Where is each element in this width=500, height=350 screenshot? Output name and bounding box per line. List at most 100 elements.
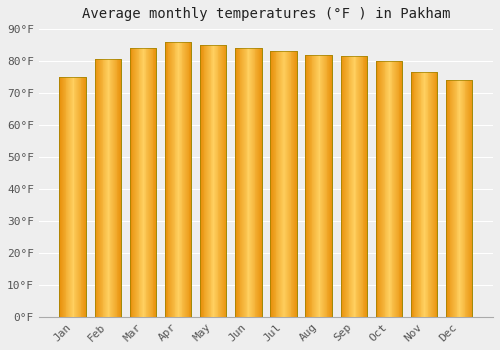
Bar (63, 77, 64, 317)
Bar (326, 55, 328, 317)
Bar (62, 77, 63, 317)
Bar (344, 56, 345, 317)
Bar (201, 45, 202, 317)
Bar (383, 61, 384, 317)
Bar (288, 51, 289, 317)
Bar (236, 48, 237, 317)
Bar (151, 48, 152, 317)
Bar (165, 42, 191, 317)
Bar (340, 56, 367, 317)
Bar (287, 51, 288, 317)
Bar (148, 48, 149, 317)
Bar (309, 55, 310, 317)
Bar (209, 45, 210, 317)
Bar (384, 61, 386, 317)
Bar (452, 80, 453, 317)
Bar (149, 48, 150, 317)
Bar (99, 60, 100, 317)
Bar (248, 48, 249, 317)
Bar (317, 55, 318, 317)
Bar (132, 48, 134, 317)
Bar (430, 72, 431, 317)
Bar (256, 48, 257, 317)
Bar (250, 48, 251, 317)
Bar (112, 60, 113, 317)
Bar (340, 56, 342, 317)
Bar (411, 72, 438, 317)
Bar (447, 80, 448, 317)
Bar (179, 42, 180, 317)
Bar (314, 55, 315, 317)
Bar (84, 77, 85, 317)
Bar (154, 48, 155, 317)
Bar (270, 51, 296, 317)
Bar (392, 61, 394, 317)
Bar (257, 48, 258, 317)
Bar (365, 56, 366, 317)
Bar (411, 72, 438, 317)
Bar (185, 42, 186, 317)
Bar (216, 45, 218, 317)
Bar (416, 72, 417, 317)
Bar (74, 77, 76, 317)
Title: Average monthly temperatures (°F ) in Pakham: Average monthly temperatures (°F ) in Pa… (82, 7, 450, 21)
Bar (72, 77, 74, 317)
Bar (328, 55, 329, 317)
Bar (293, 51, 294, 317)
Bar (220, 45, 221, 317)
Bar (270, 51, 271, 317)
Bar (242, 48, 243, 317)
Bar (115, 60, 116, 317)
Bar (252, 48, 253, 317)
Bar (356, 56, 358, 317)
Bar (387, 61, 388, 317)
Bar (246, 48, 248, 317)
Bar (104, 60, 105, 317)
Bar (69, 77, 70, 317)
Bar (108, 60, 110, 317)
Bar (366, 56, 367, 317)
Bar (312, 55, 314, 317)
Bar (259, 48, 260, 317)
Bar (426, 72, 428, 317)
Bar (459, 80, 460, 317)
Bar (136, 48, 137, 317)
Bar (60, 77, 86, 317)
Bar (113, 60, 114, 317)
Bar (272, 51, 273, 317)
Bar (322, 55, 323, 317)
Bar (94, 60, 121, 317)
Bar (358, 56, 359, 317)
Bar (289, 51, 290, 317)
Bar (258, 48, 259, 317)
Bar (76, 77, 77, 317)
Bar (315, 55, 316, 317)
Bar (204, 45, 206, 317)
Bar (173, 42, 174, 317)
Bar (286, 51, 287, 317)
Bar (79, 77, 80, 317)
Bar (458, 80, 459, 317)
Bar (380, 61, 381, 317)
Bar (450, 80, 452, 317)
Bar (243, 48, 244, 317)
Bar (423, 72, 424, 317)
Bar (424, 72, 425, 317)
Bar (398, 61, 400, 317)
Bar (324, 55, 325, 317)
Bar (395, 61, 396, 317)
Bar (446, 80, 447, 317)
Bar (353, 56, 354, 317)
Bar (182, 42, 184, 317)
Bar (244, 48, 245, 317)
Bar (114, 60, 115, 317)
Bar (138, 48, 140, 317)
Bar (279, 51, 280, 317)
Bar (318, 55, 320, 317)
Bar (119, 60, 120, 317)
Bar (351, 56, 352, 317)
Bar (130, 48, 156, 317)
Bar (137, 48, 138, 317)
Bar (190, 42, 191, 317)
Bar (432, 72, 433, 317)
